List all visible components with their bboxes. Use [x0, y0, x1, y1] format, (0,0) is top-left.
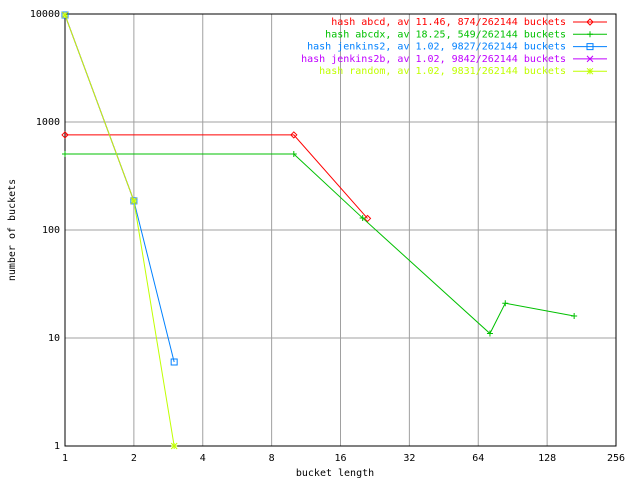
marker — [502, 300, 509, 307]
marker — [170, 442, 178, 450]
series-line — [65, 153, 575, 335]
marker — [486, 330, 493, 337]
y-tick-label: 1000 — [36, 117, 60, 128]
marker — [359, 215, 366, 222]
series-line — [64, 14, 175, 363]
marker — [62, 151, 68, 158]
marker — [290, 151, 297, 158]
x-tick-label: 256 — [607, 453, 625, 464]
x-tick-label: 4 — [200, 453, 206, 464]
y-tick-label: 1 — [54, 441, 60, 452]
legend-label: hash jenkins2, av 1.02, 9827/262144 buck… — [307, 42, 566, 53]
marker — [130, 197, 138, 205]
marker — [290, 131, 298, 139]
legend-label: hash jenkins2b, av 1.02, 9842/262144 buc… — [301, 54, 566, 65]
x-tick-label: 128 — [538, 453, 556, 464]
x-tick-label: 32 — [403, 453, 415, 464]
x-axis-label: bucket length — [296, 468, 374, 479]
marker — [586, 43, 594, 51]
y-tick-label: 10 — [48, 333, 60, 344]
x-tick-label: 16 — [334, 453, 346, 464]
x-tick-label: 64 — [472, 453, 484, 464]
marker — [363, 214, 372, 223]
x-tick-label: 1 — [62, 453, 68, 464]
legend-label: hash abcdx, av 18.25, 549/262144 buckets — [325, 29, 566, 40]
marker — [130, 197, 138, 205]
marker — [571, 312, 578, 319]
series-line — [65, 134, 368, 219]
y-axis-label: number of buckets — [7, 179, 18, 281]
y-tick-label: 10000 — [30, 9, 60, 20]
marker — [587, 31, 593, 38]
marker — [586, 18, 594, 26]
x-tick-label: 2 — [131, 453, 137, 464]
marker — [170, 358, 178, 366]
marker — [61, 11, 69, 19]
plot-border — [64, 13, 617, 447]
marker — [586, 55, 594, 63]
legend-label: hash abcd, av 11.46, 874/262144 buckets — [331, 17, 566, 28]
marker — [61, 11, 69, 19]
marker — [586, 67, 594, 75]
x-tick-label: 8 — [269, 453, 275, 464]
legend-label: hash random, av 1.02, 9831/262144 bucket… — [319, 66, 566, 77]
marker — [61, 131, 69, 139]
y-tick-label: 100 — [42, 225, 60, 236]
